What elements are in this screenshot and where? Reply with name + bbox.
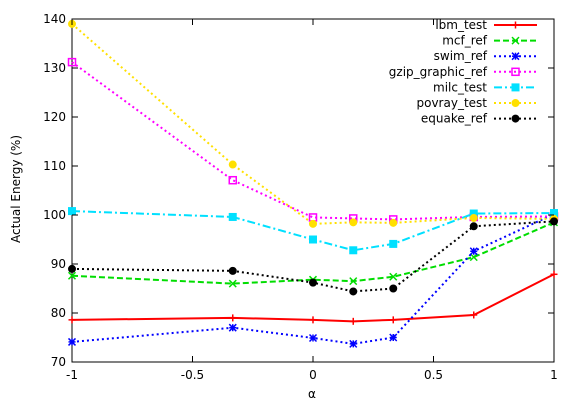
y-tick-label: 130 — [43, 61, 66, 75]
data-point-swim_ref — [469, 247, 478, 256]
legend-item: swim_ref — [434, 49, 537, 63]
data-point-povray_test — [389, 218, 398, 227]
legend-item: lbm_test — [435, 18, 537, 32]
legend-label: povray_test — [417, 96, 488, 110]
data-point-mcf_ref — [469, 253, 478, 262]
data-point-povray_test — [309, 219, 317, 228]
data-point-mcf_ref — [228, 279, 237, 288]
data-point-gzip_graphic_ref — [228, 175, 237, 185]
series-swim_ref — [67, 209, 559, 348]
y-axis-label: Actual Energy (%) — [9, 135, 23, 243]
data-point-lbm_test — [470, 311, 478, 319]
y-tick-label: 70 — [51, 355, 66, 369]
x-tick-label: 0 — [309, 368, 317, 382]
series-mcf_ref — [67, 218, 559, 288]
legend-label: equake_ref — [421, 112, 488, 126]
data-point-povray_test — [349, 218, 358, 227]
y-tick-label: 80 — [51, 306, 66, 320]
data-point-mcf_ref — [349, 277, 358, 286]
legend-marker — [512, 21, 519, 29]
series-equake_ref — [68, 217, 558, 296]
y-tick-label: 120 — [43, 110, 66, 124]
series-milc_test — [68, 207, 558, 255]
data-point-swim_ref — [228, 323, 237, 332]
x-tick-label: -1 — [66, 368, 78, 382]
legend-item: mcf_ref — [442, 34, 537, 48]
legend-marker — [511, 83, 520, 92]
x-tick-label: 1 — [550, 368, 558, 382]
data-point-equake_ref — [550, 217, 558, 226]
y-tick-label: 110 — [43, 159, 66, 173]
data-point-swim_ref — [67, 337, 77, 346]
x-tick-label: 0.5 — [424, 368, 443, 382]
series-lbm_test — [68, 270, 558, 325]
data-point-povray_test — [228, 160, 237, 169]
data-point-swim_ref — [308, 333, 318, 343]
series-povray_test — [68, 19, 558, 228]
data-point-equake_ref — [228, 266, 237, 275]
data-point-equake_ref — [309, 278, 317, 287]
data-point-lbm_test — [389, 316, 397, 324]
legend-item: equake_ref — [421, 112, 537, 126]
legend-marker — [511, 99, 520, 107]
legend-marker — [511, 52, 520, 61]
data-point-milc_test — [309, 235, 317, 244]
data-point-equake_ref — [469, 222, 478, 231]
data-point-lbm_test — [309, 316, 317, 324]
legend-label: gzip_graphic_ref — [389, 65, 488, 79]
y-tick-label: 140 — [43, 12, 66, 26]
data-point-mcf_ref — [67, 271, 77, 280]
legend-label: swim_ref — [434, 49, 488, 63]
data-point-equake_ref — [68, 264, 76, 273]
y-tick-label: 90 — [51, 257, 66, 271]
legend-item: milc_test — [433, 80, 537, 94]
data-point-swim_ref — [349, 339, 358, 348]
x-tick-label: -0.5 — [181, 368, 204, 382]
y-tick-label: 100 — [43, 208, 66, 222]
series-line-mcf_ref — [71, 221, 555, 285]
legend-label: lbm_test — [435, 18, 487, 32]
x-axis-label: α — [308, 387, 316, 401]
data-point-lbm_test — [349, 317, 357, 325]
data-point-lbm_test — [229, 314, 237, 322]
legend-marker — [511, 114, 520, 123]
data-point-equake_ref — [349, 287, 358, 296]
legend-label: milc_test — [433, 80, 487, 94]
legend-label: mcf_ref — [442, 34, 488, 48]
data-point-lbm_test — [550, 270, 558, 278]
data-point-povray_test — [469, 213, 478, 222]
legend-marker — [511, 36, 520, 45]
data-point-milc_test — [349, 246, 358, 255]
data-point-mcf_ref — [389, 272, 398, 281]
data-point-milc_test — [228, 212, 237, 221]
data-point-gzip_graphic_ref — [67, 57, 77, 67]
data-point-milc_test — [68, 207, 76, 216]
data-point-swim_ref — [389, 333, 398, 342]
legend-item: povray_test — [417, 96, 537, 110]
legend-marker — [511, 67, 520, 77]
data-point-lbm_test — [68, 316, 76, 324]
data-point-milc_test — [389, 239, 398, 248]
data-point-equake_ref — [389, 284, 398, 293]
legend-item: gzip_graphic_ref — [389, 65, 537, 79]
